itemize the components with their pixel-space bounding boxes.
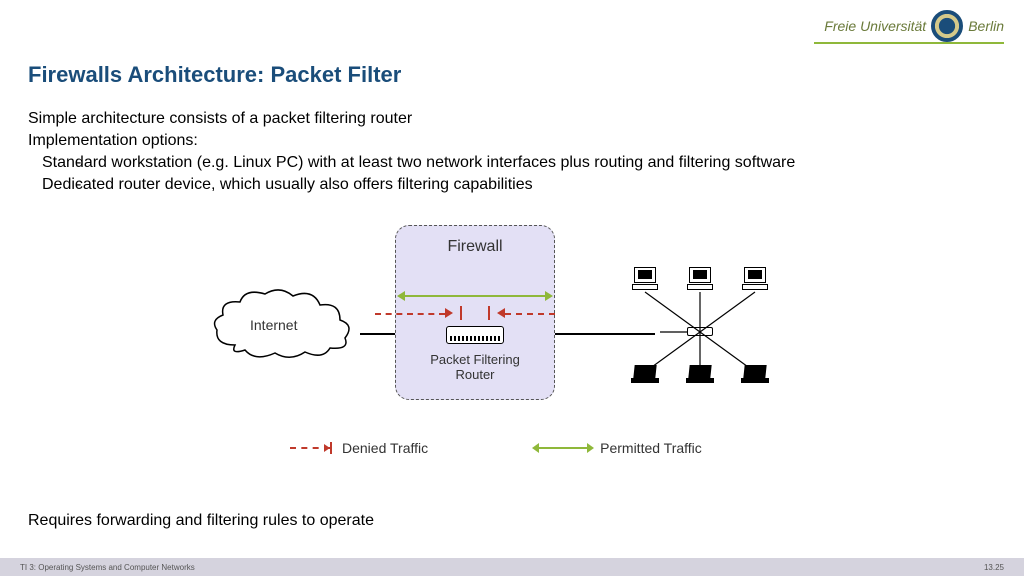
logo-seal-icon	[931, 10, 963, 42]
footer-right: 13.25	[984, 563, 1004, 572]
logo-text-left: Freie Universität	[824, 18, 926, 34]
legend-denied: Denied Traffic	[290, 440, 428, 456]
bullet-2-text: Dedicated router device, which usually a…	[42, 176, 533, 193]
laptop-icon	[741, 365, 769, 383]
options-heading: Implementation options:	[28, 130, 198, 152]
intro-line: Simple architecture consists of a packet…	[28, 108, 412, 130]
permitted-line-icon	[538, 447, 588, 449]
computer-icon	[686, 267, 714, 291]
laptop-icon	[686, 365, 714, 383]
legend-permitted-label: Permitted Traffic	[600, 440, 702, 456]
firewall-label: Firewall	[396, 238, 554, 256]
laptop-icon	[631, 365, 659, 383]
architecture-diagram: Internet Firewall Packet Filtering Route…	[215, 225, 795, 425]
denied-stop-icon	[445, 308, 453, 318]
footer-note: Requires forwarding and filtering rules …	[28, 510, 374, 532]
internet-label: Internet	[250, 317, 297, 333]
bullet-1: - Standard workstation (e.g. Linux PC) w…	[42, 152, 795, 174]
computer-icon	[741, 267, 769, 291]
university-logo: Freie Universität Berlin	[824, 10, 1004, 42]
denied-stop-icon	[497, 308, 505, 318]
lan-cluster	[615, 265, 785, 395]
denied-arrow-icon	[375, 313, 445, 315]
dash-icon: -	[76, 174, 81, 196]
legend-permitted: Permitted Traffic	[538, 440, 702, 456]
computer-icon	[631, 267, 659, 291]
denied-line-icon	[290, 447, 330, 449]
router-label: Packet Filtering Router	[396, 352, 554, 383]
permitted-arrow-icon	[403, 295, 547, 297]
logo-underline	[814, 42, 1004, 44]
router-icon	[446, 326, 504, 344]
bullet-1-text: Standard workstation (e.g. Linux PC) wit…	[42, 154, 795, 171]
dash-icon: -	[76, 152, 81, 174]
bullet-2: - Dedicated router device, which usually…	[42, 174, 533, 196]
logo-text-right: Berlin	[968, 18, 1004, 34]
page-title: Firewalls Architecture: Packet Filter	[28, 62, 401, 88]
denied-arrow-icon	[505, 313, 555, 315]
footer-left: TI 3: Operating Systems and Computer Net…	[20, 563, 195, 572]
legend: Denied Traffic Permitted Traffic	[290, 440, 702, 456]
legend-denied-label: Denied Traffic	[342, 440, 428, 456]
slide-footer: TI 3: Operating Systems and Computer Net…	[0, 558, 1024, 576]
